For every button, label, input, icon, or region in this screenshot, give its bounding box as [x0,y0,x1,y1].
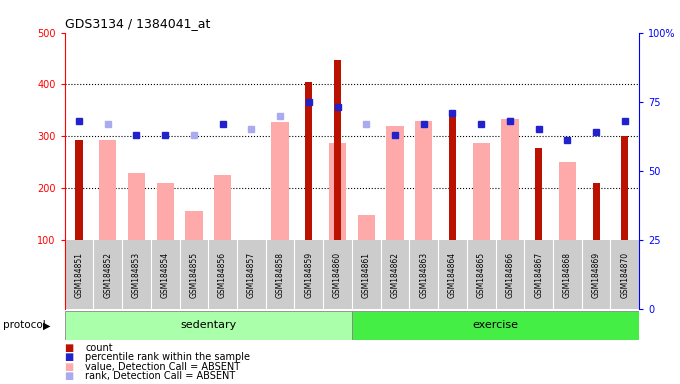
Bar [501,119,519,240]
Text: ■: ■ [65,371,74,381]
Text: GSM184860: GSM184860 [333,252,342,298]
Text: GSM184862: GSM184862 [390,252,399,298]
Text: GSM184853: GSM184853 [132,252,141,298]
Text: GSM184851: GSM184851 [75,252,84,298]
Text: GSM184867: GSM184867 [534,252,543,298]
Text: GSM184865: GSM184865 [477,252,486,298]
Bar [185,212,203,240]
Text: GSM184861: GSM184861 [362,252,371,298]
Bar [622,136,628,240]
Bar [358,215,375,240]
Text: value, Detection Call = ABSENT: value, Detection Call = ABSENT [85,362,240,372]
Bar [65,311,352,340]
Bar [334,60,341,240]
Text: percentile rank within the sample: percentile rank within the sample [85,352,250,362]
Text: GSM184864: GSM184864 [448,252,457,298]
Bar [449,113,456,240]
Text: ■: ■ [65,362,74,372]
Text: GSM184857: GSM184857 [247,252,256,298]
Text: ▶: ▶ [43,320,50,331]
Bar [99,140,116,240]
Bar [352,311,639,340]
Text: GDS3134 / 1384041_at: GDS3134 / 1384041_at [65,17,210,30]
Text: GSM184866: GSM184866 [505,252,514,298]
Bar [592,183,600,240]
Text: GSM184869: GSM184869 [592,252,600,298]
Text: GSM184855: GSM184855 [190,252,199,298]
Text: GSM184868: GSM184868 [563,252,572,298]
Bar [271,122,289,240]
Bar [128,173,145,240]
Bar [535,148,542,240]
Text: GSM184859: GSM184859 [305,252,313,298]
Bar [473,143,490,240]
Text: ■: ■ [65,343,74,353]
Text: count: count [85,343,113,353]
Text: GSM184870: GSM184870 [620,252,629,298]
Bar [65,33,639,240]
Bar [559,162,576,240]
Bar [329,142,346,240]
Bar [65,240,639,309]
Text: rank, Detection Call = ABSENT: rank, Detection Call = ABSENT [85,371,235,381]
Text: GSM184858: GSM184858 [275,252,284,298]
Text: GSM184863: GSM184863 [420,252,428,298]
Text: sedentary: sedentary [180,320,237,331]
Text: GSM184854: GSM184854 [160,252,169,298]
Text: exercise: exercise [473,320,519,331]
Bar [386,126,404,240]
Text: GSM184852: GSM184852 [103,252,112,298]
Text: protocol: protocol [3,320,46,331]
Bar [214,175,231,240]
Bar [415,121,432,240]
Text: GSM184856: GSM184856 [218,252,227,298]
Bar [305,82,312,240]
Bar [156,183,174,240]
Text: ■: ■ [65,352,74,362]
Bar [75,140,82,240]
